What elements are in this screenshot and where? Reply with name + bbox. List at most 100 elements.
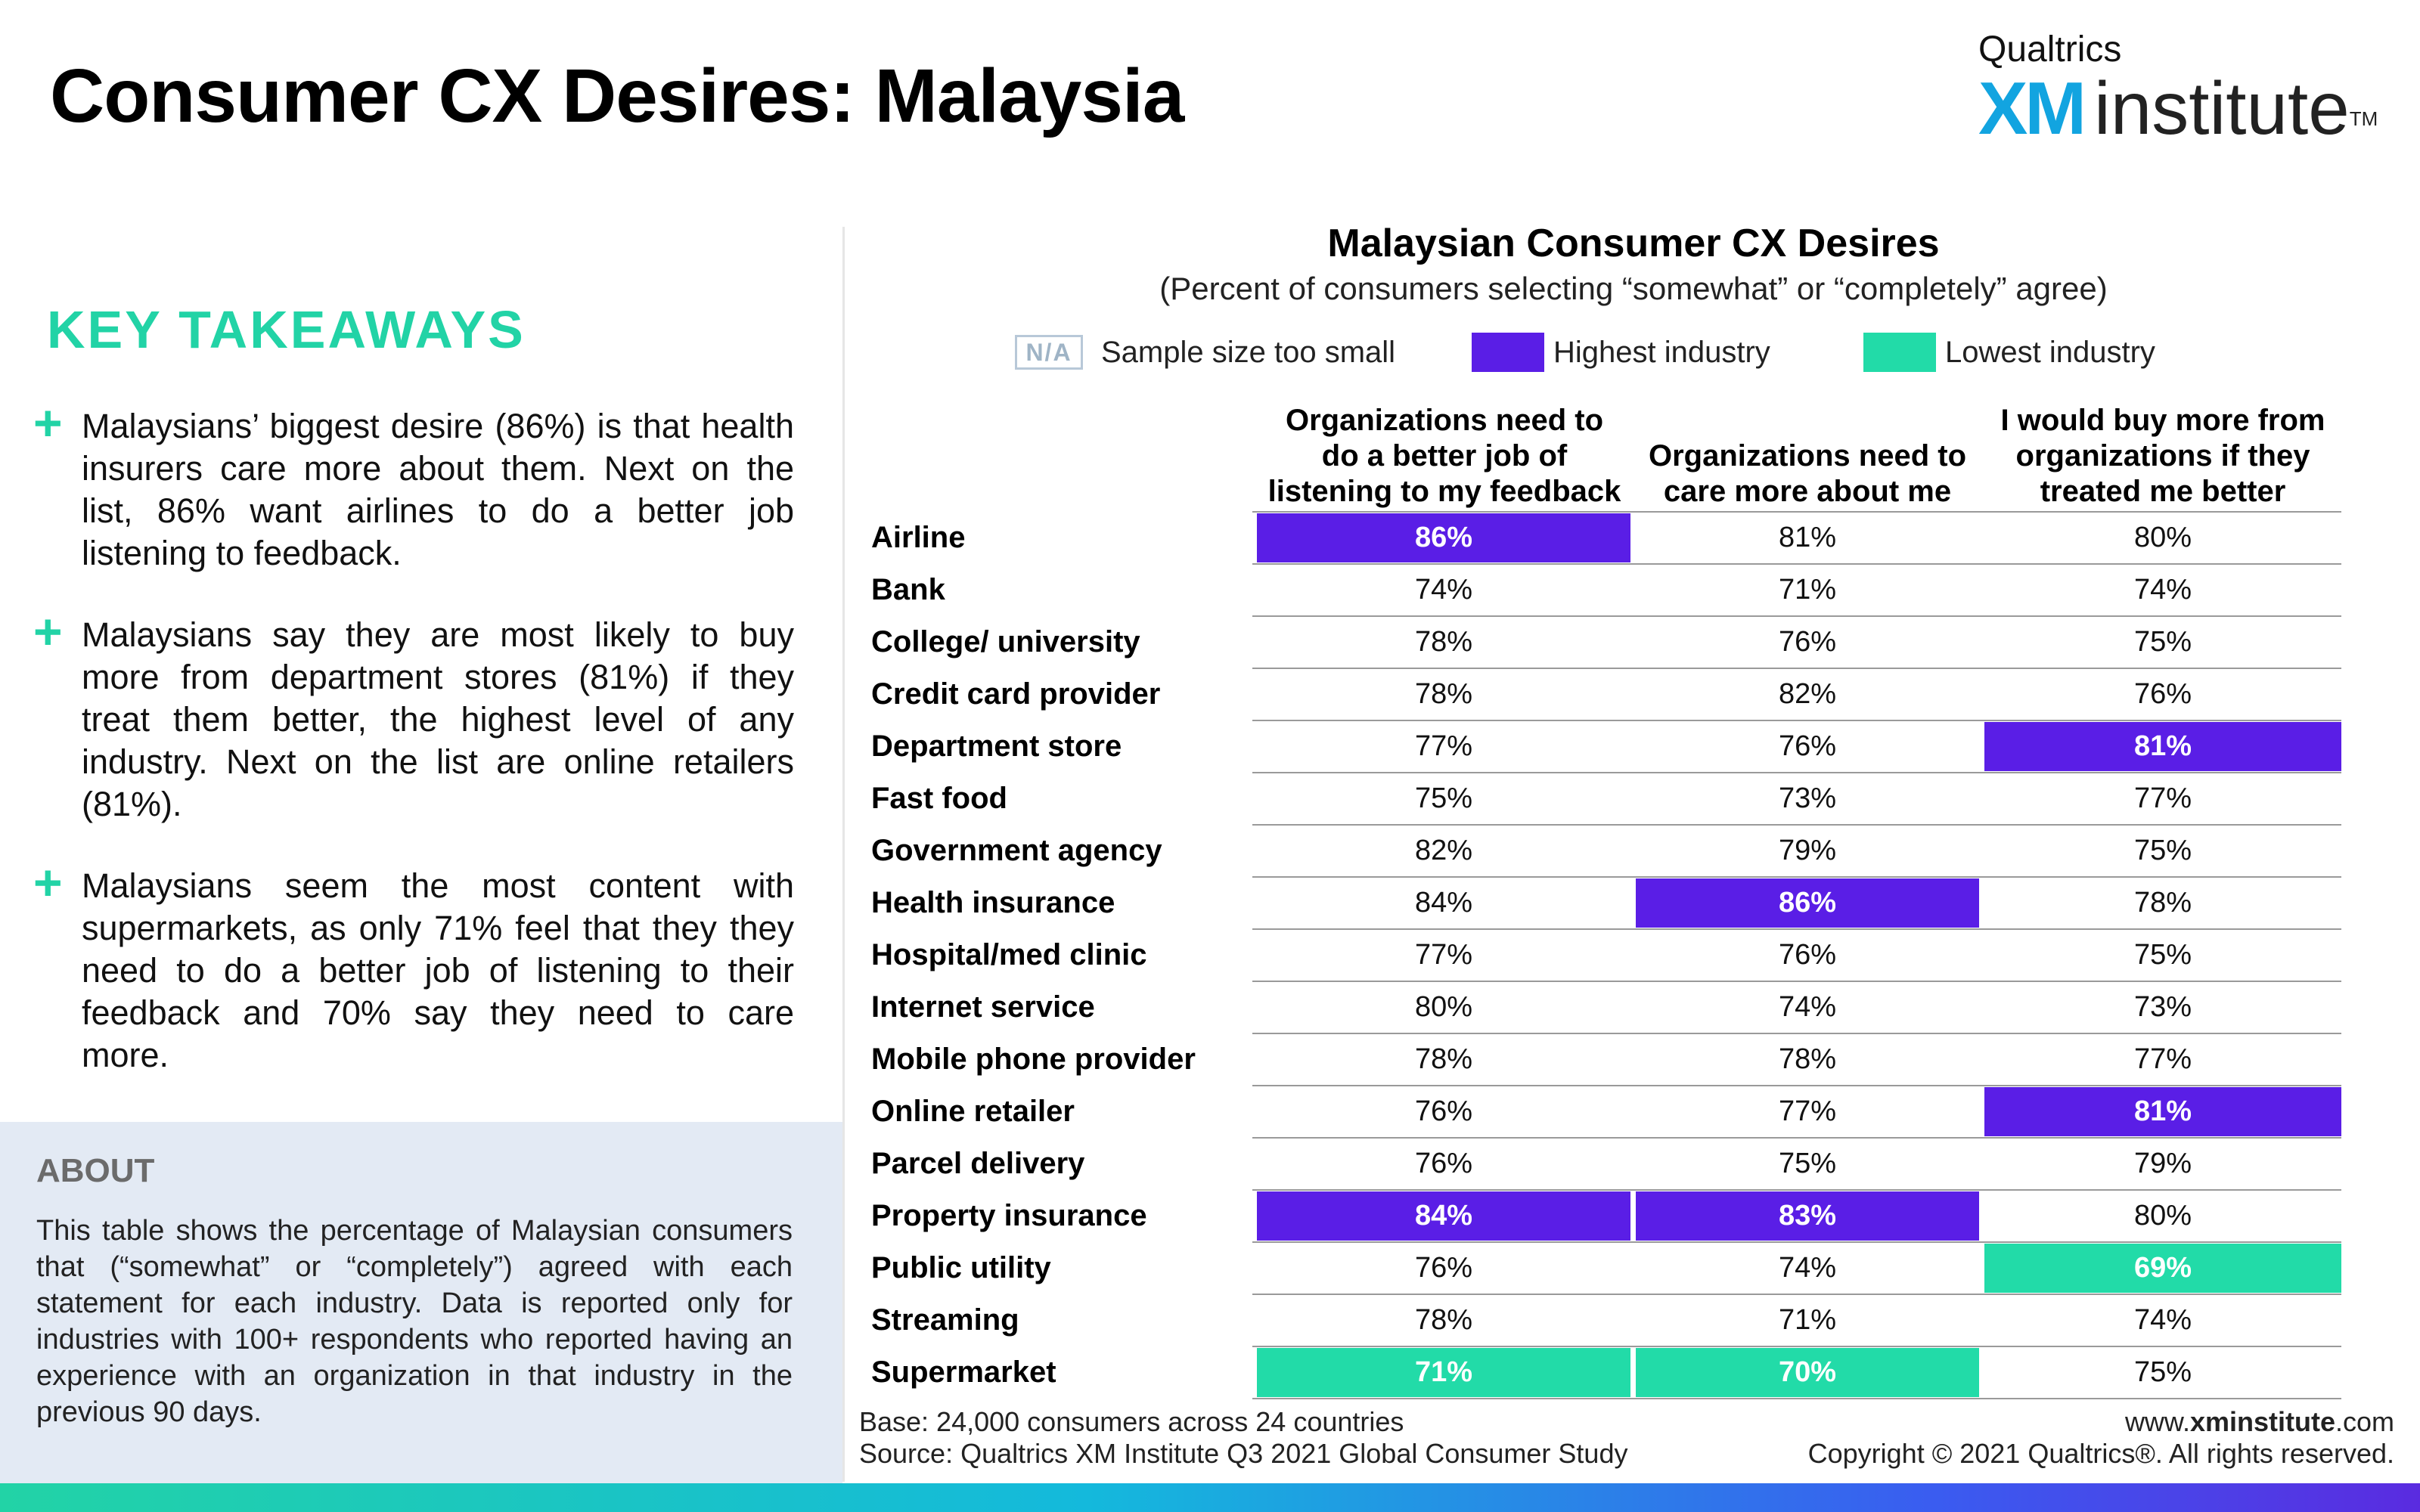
about-heading: ABOUT bbox=[36, 1152, 155, 1189]
value-cell: 84% bbox=[1414, 887, 1473, 919]
column-header-line: I would buy more from bbox=[2000, 404, 2325, 437]
legend-lowest: Lowest industry bbox=[1863, 331, 2155, 373]
legend-na-label: Sample size too small bbox=[1101, 335, 1396, 369]
row-rule bbox=[1252, 1398, 2341, 1399]
takeaway-text: Malaysians’ biggest desire (86%) is that… bbox=[82, 407, 794, 572]
row-label: Hospital/med clinic bbox=[871, 938, 1147, 971]
takeaway-item: + Malaysians say they are most likely to … bbox=[33, 606, 794, 826]
row-rule bbox=[1252, 928, 2341, 930]
row-label: Department store bbox=[871, 730, 1122, 763]
column-header-line: Organizations need to bbox=[1648, 439, 1967, 472]
logo-xm-text: XM bbox=[1978, 67, 2086, 150]
row-label: Health insurance bbox=[871, 886, 1115, 919]
column-header-line: listening to my feedback bbox=[1267, 475, 1621, 508]
footer-url-suffix: .com bbox=[2335, 1406, 2394, 1437]
value-cell: 82% bbox=[1778, 678, 1837, 710]
row-label: Online retailer bbox=[871, 1095, 1075, 1128]
column-header: Organizations need to care more about me bbox=[1626, 402, 1989, 510]
row-rule bbox=[1252, 824, 2341, 826]
value-cell: 79% bbox=[2133, 1148, 2192, 1179]
value-cell: 75% bbox=[1414, 782, 1473, 814]
about-text: This table shows the percentage of Malay… bbox=[36, 1215, 793, 1428]
value-cell: 74% bbox=[2133, 574, 2192, 606]
value-cell: 74% bbox=[2133, 1304, 2192, 1336]
value-cell: 80% bbox=[1414, 991, 1473, 1023]
row-rule bbox=[1252, 1085, 2341, 1086]
footer-notes: Base: 24,000 consumers across 24 countri… bbox=[859, 1406, 1627, 1470]
value-cell: 86% bbox=[1636, 878, 1979, 928]
footer-base: Base: 24,000 consumers across 24 countri… bbox=[859, 1406, 1404, 1437]
na-box-icon: N/A bbox=[1015, 335, 1083, 370]
value-cell: 76% bbox=[1778, 939, 1837, 971]
column-header-line: Organizations need to bbox=[1285, 404, 1604, 437]
value-cell: 86% bbox=[1257, 513, 1630, 562]
row-rule bbox=[1252, 876, 2341, 878]
takeaway-item: + Malaysians’ biggest desire (86%) is tha… bbox=[33, 398, 794, 575]
row-label: Bank bbox=[871, 573, 945, 606]
value-cell: 76% bbox=[1414, 1095, 1473, 1127]
row-rule bbox=[1252, 563, 2341, 565]
key-takeaways-heading: KEY TAKEAWAYS bbox=[47, 300, 526, 359]
legend-lowest-label: Lowest industry bbox=[1945, 335, 2155, 369]
takeaways-list: + Malaysians’ biggest desire (86%) is tha… bbox=[33, 398, 794, 1116]
value-cell: 76% bbox=[2133, 678, 2192, 710]
value-cell: 77% bbox=[2133, 1043, 2192, 1075]
logo-main-text: XM instituteTM bbox=[1978, 71, 2378, 145]
row-rule bbox=[1252, 772, 2341, 773]
value-cell: 76% bbox=[1414, 1148, 1473, 1179]
takeaway-text: Malaysians seem the most content with su… bbox=[82, 866, 794, 1074]
value-cell: 78% bbox=[1778, 1043, 1837, 1075]
value-cell: 75% bbox=[2133, 835, 2192, 866]
row-label: College/ university bbox=[871, 625, 1140, 658]
row-label: Internet service bbox=[871, 990, 1095, 1024]
row-rule bbox=[1252, 511, 2341, 513]
value-cell: 73% bbox=[2133, 991, 2192, 1023]
value-cell: 71% bbox=[1778, 1304, 1837, 1336]
row-label: Government agency bbox=[871, 834, 1162, 867]
value-cell: 74% bbox=[1414, 574, 1473, 606]
footer-url[interactable]: www.xminstitute.com bbox=[1808, 1406, 2394, 1438]
value-cell: 81% bbox=[1984, 1087, 2341, 1136]
footer-url-prefix: www. bbox=[2124, 1406, 2190, 1437]
value-cell: 69% bbox=[1984, 1244, 2341, 1293]
row-rule bbox=[1252, 1241, 2341, 1243]
legend-highest: Highest industry bbox=[1472, 331, 1770, 373]
row-label: Fast food bbox=[871, 782, 1007, 815]
row-rule bbox=[1252, 1137, 2341, 1139]
value-cell: 71% bbox=[1257, 1348, 1630, 1397]
value-cell: 79% bbox=[1778, 835, 1837, 866]
vertical-divider bbox=[842, 227, 845, 1482]
column-header-line: do a better job of bbox=[1321, 439, 1568, 472]
legend-highest-label: Highest industry bbox=[1553, 335, 1770, 369]
value-cell: 71% bbox=[1778, 574, 1837, 606]
value-cell: 75% bbox=[2133, 1356, 2192, 1388]
column-header-line: organizations if they bbox=[2015, 439, 2310, 472]
row-rule bbox=[1252, 1294, 2341, 1295]
footer-source: Source: Qualtrics XM Institute Q3 2021 G… bbox=[859, 1438, 1628, 1469]
row-rule bbox=[1252, 1346, 2341, 1347]
row-rule bbox=[1252, 720, 2341, 721]
column-header-line: treated me better bbox=[2040, 475, 2286, 508]
value-cell: 78% bbox=[1414, 1043, 1473, 1075]
row-rule bbox=[1252, 981, 2341, 982]
row-label: Property insurance bbox=[871, 1199, 1147, 1232]
value-cell: 82% bbox=[1414, 835, 1473, 866]
highest-swatch bbox=[1472, 333, 1544, 372]
about-panel: ABOUT This table shows the percentage of… bbox=[0, 1122, 842, 1485]
plus-icon: + bbox=[33, 854, 63, 910]
lowest-swatch bbox=[1863, 333, 1936, 372]
logo-tm-mark: TM bbox=[2349, 107, 2378, 130]
value-cell: 78% bbox=[1414, 678, 1473, 710]
value-cell: 76% bbox=[1414, 1252, 1473, 1284]
value-cell: 78% bbox=[1414, 1304, 1473, 1336]
value-cell: 77% bbox=[1778, 1095, 1837, 1127]
row-label: Airline bbox=[871, 521, 966, 554]
column-header: I would buy more from organizations if th… bbox=[1981, 402, 2344, 510]
takeaway-item: + Malaysians seem the most content with s… bbox=[33, 857, 794, 1077]
footer-copyright-block: www.xminstitute.com Copyright © 2021 Qua… bbox=[1808, 1406, 2394, 1470]
value-cell: 77% bbox=[1414, 939, 1473, 971]
value-cell: 78% bbox=[2133, 887, 2192, 919]
logo-qualtrics-text: Qualtrics bbox=[1978, 29, 2122, 70]
value-cell: 74% bbox=[1778, 991, 1837, 1023]
value-cell: 76% bbox=[1778, 626, 1837, 658]
